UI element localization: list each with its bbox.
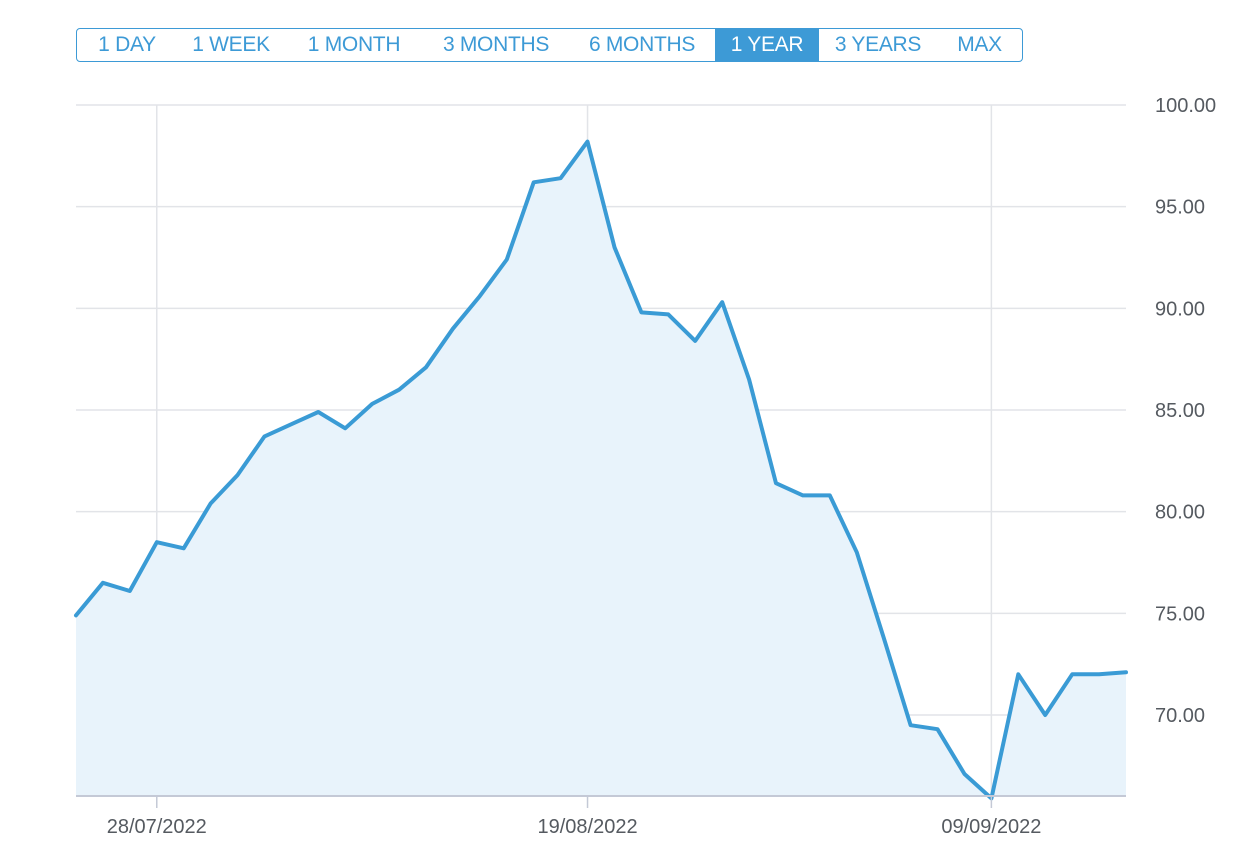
x-tick-label: 28/07/2022 <box>107 816 207 838</box>
y-tick-label: 100.00 <box>1155 95 1216 117</box>
range-button-1-day[interactable]: 1 DAY <box>98 33 156 56</box>
range-button-1-month[interactable]: 1 MONTH <box>307 33 401 56</box>
y-tick-label: 70.00 <box>1155 705 1205 727</box>
area-layer <box>74 139 1128 801</box>
range-button-6-months[interactable]: 6 MONTHS <box>588 33 696 56</box>
range-button-3-years[interactable]: 3 YEARS <box>834 33 922 56</box>
y-tick-label: 80.00 <box>1155 502 1205 524</box>
y-axis-labels: 70.00 75.00 80.00 85.00 90.00 95.00 100.00 <box>1155 95 1216 727</box>
range-selector: 1 DAY 1 WEEK 1 MONTH 3 MONTHS 6 MONTHS 1… <box>76 28 1023 62</box>
y-tick-label: 85.00 <box>1155 400 1205 422</box>
x-tick-label: 09/09/2022 <box>941 816 1041 838</box>
x-axis-labels: 28/07/2022 19/08/2022 09/09/2022 <box>107 816 1042 838</box>
range-button-3-months[interactable]: 3 MONTHS <box>442 33 550 56</box>
y-tick-label: 95.00 <box>1155 197 1205 219</box>
area-fill <box>76 141 1126 799</box>
series-line <box>74 139 1128 801</box>
y-tick-label: 90.00 <box>1155 298 1205 320</box>
range-button-1-year[interactable]: 1 YEAR <box>715 29 819 61</box>
x-tick-label: 19/08/2022 <box>537 816 637 838</box>
range-button-max[interactable]: MAX <box>957 33 1002 56</box>
y-tick-label: 75.00 <box>1155 603 1205 625</box>
range-button-1-week[interactable]: 1 WEEK <box>192 33 270 56</box>
x-axis <box>76 795 1126 808</box>
